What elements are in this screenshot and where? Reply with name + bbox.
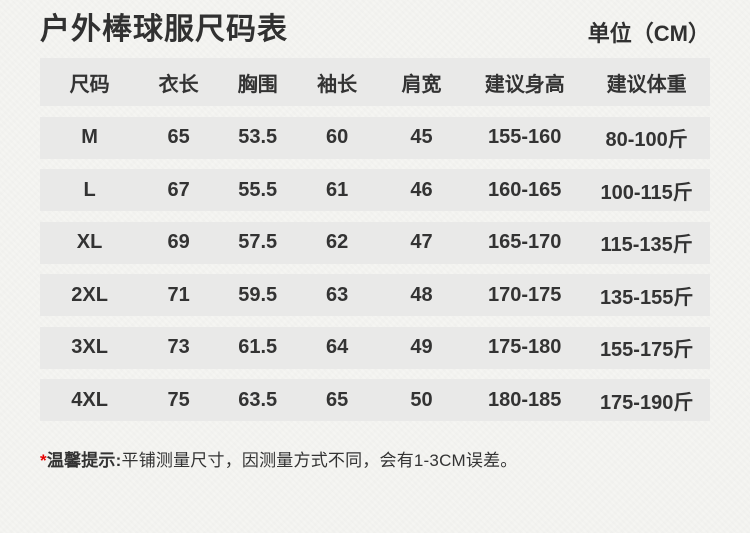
cell-size: XL xyxy=(76,231,103,253)
footnote-asterisk: * xyxy=(40,451,47,470)
header-suggested-weight: 建议体重 xyxy=(606,73,687,96)
table-row-l: L 67 55.5 61 46 160-165 100-115斤 xyxy=(40,169,710,211)
cell-chest: 53.5 xyxy=(238,126,278,148)
cell-size: L xyxy=(83,178,96,201)
cell-sleeve-length: 64 xyxy=(325,336,349,358)
cell-suggested-height: 155-160 xyxy=(488,126,562,148)
cell-suggested-height: 180-185 xyxy=(488,388,562,411)
table-row-m: M 65 53.5 60 45 155-160 80-100斤 xyxy=(40,116,710,159)
cell-sleeve-length: 61 xyxy=(325,178,349,201)
header-size: 尺码 xyxy=(69,73,110,96)
header-shoulder-width: 肩宽 xyxy=(401,73,442,96)
size-table: 尺码 衣长 胸围 袖长 肩宽 建议身高 建议体重 M 65 53.5 60 45… xyxy=(40,58,710,421)
table-row-2xl: 2XL 71 59.5 63 48 170-175 135-155斤 xyxy=(40,274,710,316)
cell-shoulder-width: 50 xyxy=(410,388,433,411)
cell-shoulder-width: 45 xyxy=(410,126,433,148)
cell-suggested-height: 175-180 xyxy=(488,336,562,358)
cell-size: 3XL xyxy=(71,336,108,358)
cell-garment-length: 65 xyxy=(167,126,190,148)
table-row-3xl: 3XL 73 61.5 64 49 175-180 155-175斤 xyxy=(40,326,710,369)
header-garment-length: 衣长 xyxy=(158,73,199,96)
footnote-label: 温馨提示: xyxy=(46,451,122,470)
footnote-text: 平铺测量尺寸，因测量方式不同，会有1-3CM误差。 xyxy=(121,451,518,470)
cell-chest: 63.5 xyxy=(238,388,278,411)
cell-sleeve-length: 60 xyxy=(325,126,349,148)
cell-chest: 61.5 xyxy=(238,336,278,358)
cell-size: 4XL xyxy=(71,388,108,411)
cell-suggested-weight: 80-100斤 xyxy=(605,129,688,151)
cell-shoulder-width: 49 xyxy=(410,336,433,358)
cell-sleeve-length: 65 xyxy=(325,388,349,411)
cell-garment-length: 75 xyxy=(167,388,190,411)
cell-sleeve-length: 63 xyxy=(325,283,349,306)
cell-size: M xyxy=(81,126,98,148)
measurement-footnote: *温馨提示:平铺测量尺寸，因测量方式不同，会有1-3CM误差。 xyxy=(40,446,710,471)
cell-suggested-height: 160-165 xyxy=(488,178,562,201)
cell-chest: 55.5 xyxy=(238,178,278,201)
header-chest: 胸围 xyxy=(237,73,278,96)
cell-suggested-weight: 100-115斤 xyxy=(600,181,693,204)
cell-garment-length: 67 xyxy=(167,178,190,201)
cell-sleeve-length: 62 xyxy=(325,231,349,253)
cell-suggested-weight: 175-190斤 xyxy=(599,391,694,414)
cell-shoulder-width: 48 xyxy=(410,283,433,306)
cell-shoulder-width: 47 xyxy=(410,231,433,253)
cell-size: 2XL xyxy=(71,283,108,306)
unit-label: 单位（CM） xyxy=(587,21,710,46)
table-row-xl: XL 69 57.5 62 47 165-170 115-135斤 xyxy=(40,221,710,264)
cell-suggested-weight: 115-135斤 xyxy=(600,234,693,256)
page-title: 户外棒球服尺码表 xyxy=(40,13,288,46)
cell-chest: 57.5 xyxy=(238,231,278,253)
table-header-row: 尺码 衣长 胸围 袖长 肩宽 建议身高 建议体重 xyxy=(40,58,710,106)
cell-chest: 59.5 xyxy=(238,283,278,306)
cell-shoulder-width: 46 xyxy=(410,178,433,201)
cell-suggested-height: 170-175 xyxy=(488,283,562,306)
cell-suggested-weight: 155-175斤 xyxy=(599,339,694,361)
cell-suggested-weight: 135-155斤 xyxy=(599,286,694,309)
header-sleeve-length: 袖长 xyxy=(317,73,358,96)
header-suggested-height: 建议身高 xyxy=(484,73,565,96)
cell-garment-length: 69 xyxy=(167,231,190,253)
cell-suggested-height: 165-170 xyxy=(488,231,562,253)
header-bar: 户外棒球服尺码表 单位（CM） xyxy=(40,0,710,48)
table-row-4xl: 4XL 75 63.5 65 50 180-185 175-190斤 xyxy=(40,379,710,421)
cell-garment-length: 73 xyxy=(167,336,190,358)
cell-garment-length: 71 xyxy=(167,283,190,306)
